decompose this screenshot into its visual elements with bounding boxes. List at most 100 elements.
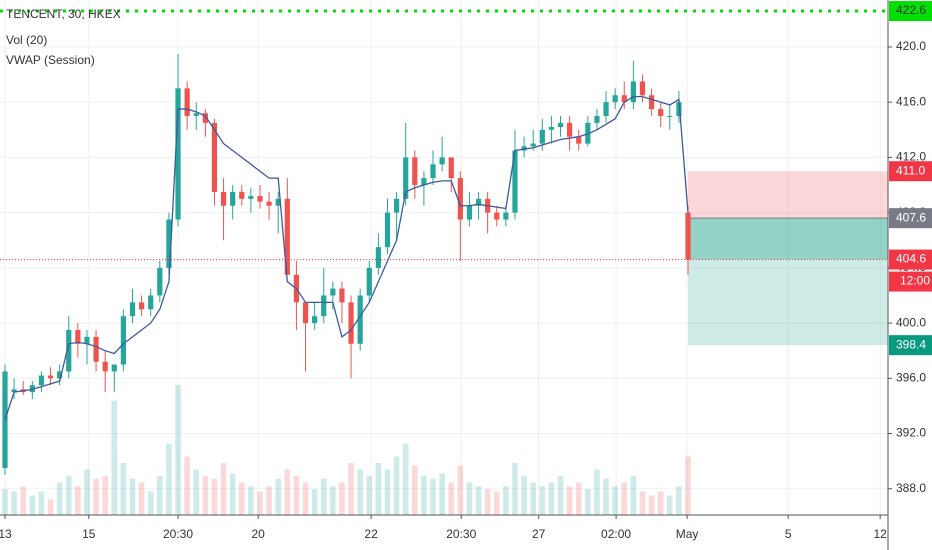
volume-bar — [384, 469, 391, 515]
volume-bar — [666, 495, 673, 515]
candle-body — [248, 196, 254, 199]
last-price-label-box — [889, 249, 932, 270]
target-label-box — [889, 335, 932, 356]
candle-body — [166, 219, 172, 268]
candle-body — [576, 136, 582, 144]
indicator-label: VWAP (Session) — [6, 53, 95, 67]
candle-body — [612, 95, 618, 103]
candle-body — [403, 157, 409, 199]
candle-body — [667, 115, 673, 117]
volume-bar — [330, 486, 336, 515]
last-price-label: 404.6 — [896, 252, 926, 266]
candle-body — [521, 146, 527, 151]
candle-body — [512, 150, 518, 213]
volume-bar — [202, 476, 209, 515]
candle-body — [29, 385, 35, 393]
candle-body — [503, 212, 509, 220]
volume-bar — [357, 469, 363, 515]
entry-label-box — [889, 208, 932, 229]
volume-bar — [530, 482, 536, 515]
y-tick-label: 392.0 — [896, 426, 926, 440]
volume-bar — [284, 469, 291, 515]
volume-bar — [293, 476, 300, 515]
profit-zone — [688, 218, 888, 260]
volume-bar — [275, 478, 282, 515]
candle-body — [567, 122, 573, 137]
alert-label: 422.6 — [896, 3, 926, 17]
candle-body — [621, 95, 627, 103]
volume-bar — [484, 489, 491, 515]
volume-bar — [557, 476, 564, 515]
candle-body — [494, 212, 500, 220]
volume-bar — [412, 465, 418, 515]
x-tick-label: 12 — [873, 527, 887, 541]
candle-body — [384, 212, 391, 248]
volume-bar — [211, 478, 218, 515]
candle-body — [457, 178, 463, 220]
candle-body — [658, 109, 664, 116]
x-tick-label: 02:00 — [601, 527, 631, 541]
candle-body — [330, 288, 336, 296]
candle-body — [630, 81, 636, 103]
chart-title: TENCENT, 30, HKEX — [6, 7, 121, 21]
volume-bar — [466, 482, 473, 515]
volume-bar — [2, 489, 8, 515]
candle-body — [676, 102, 682, 116]
candle-body — [47, 375, 54, 379]
y-tick-label: 412.0 — [896, 150, 926, 164]
candle-body — [38, 375, 45, 386]
x-tick-label: 20 — [251, 527, 265, 541]
volume-bar — [193, 469, 200, 515]
x-tick-label: 13 — [0, 527, 12, 541]
candle-body — [348, 302, 354, 344]
x-tick-label: 5 — [785, 527, 792, 541]
candle-body — [439, 157, 445, 165]
candle-body — [430, 164, 436, 179]
y-tick-label: 420.0 — [896, 39, 926, 53]
volume-bar — [138, 482, 145, 515]
volume-bar — [575, 482, 582, 515]
candle-body — [530, 143, 536, 147]
volume-bar — [93, 478, 99, 515]
y-tick-label: 396.0 — [896, 370, 926, 384]
y-tick-label: 388.0 — [896, 481, 926, 495]
candle-body — [93, 336, 99, 362]
candle-body — [321, 295, 327, 317]
candle-body — [557, 122, 564, 128]
candle-body — [375, 247, 381, 268]
volume-bar — [475, 486, 482, 515]
candle-body — [57, 371, 63, 379]
volume-bar — [65, 476, 72, 515]
candle-body — [111, 364, 117, 372]
candle-body — [139, 302, 145, 310]
volume-bar — [11, 491, 17, 515]
x-tick-label: 15 — [82, 527, 96, 541]
volume-bar — [120, 463, 127, 515]
volume-bar — [566, 486, 573, 515]
candle-body — [211, 122, 218, 192]
indicator-label: Vol (20) — [6, 33, 47, 47]
volume-bar — [521, 476, 527, 515]
candle-body — [284, 198, 290, 275]
volume-bar — [166, 443, 172, 515]
candle-body — [275, 198, 281, 206]
volume-bar — [84, 469, 90, 515]
y-tick-label: 400.0 — [896, 315, 926, 329]
volume-bar — [402, 443, 409, 515]
candle-body — [193, 113, 199, 116]
stop-label-box — [889, 161, 932, 182]
volume-bar — [238, 482, 245, 515]
volume-bar — [612, 486, 618, 515]
volume-bar — [184, 456, 190, 515]
volume-bar — [129, 478, 136, 515]
candle-body — [75, 329, 81, 344]
x-tick-label: 22 — [364, 527, 378, 541]
stop-zone — [688, 171, 888, 219]
volume-bar — [175, 385, 181, 515]
volume-bar — [147, 491, 154, 515]
candle-body — [266, 201, 272, 206]
volume-bar — [257, 491, 263, 515]
candle-body — [129, 302, 136, 317]
candle-body — [548, 127, 555, 130]
